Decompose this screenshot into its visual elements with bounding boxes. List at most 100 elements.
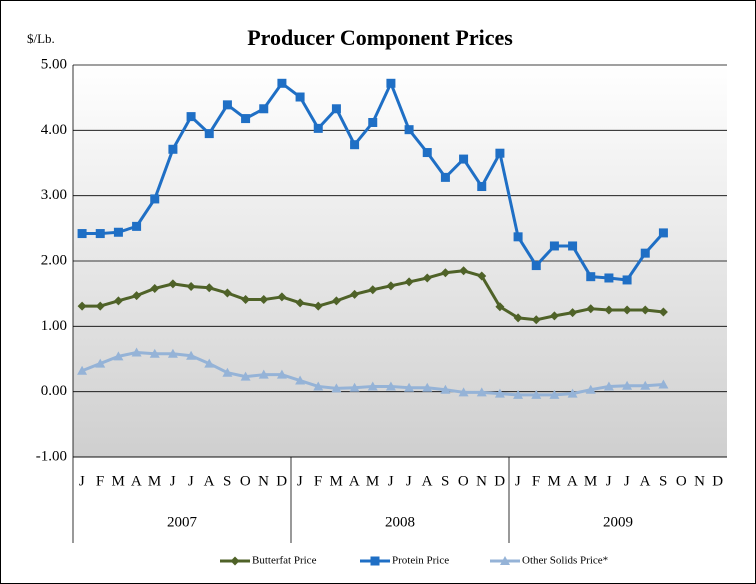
data-point (95, 358, 106, 368)
x-tick-label: F (532, 473, 541, 489)
legend-marker (230, 556, 240, 566)
data-point (350, 289, 360, 299)
x-tick-label: J (606, 473, 612, 489)
data-point (77, 229, 87, 239)
x-tick-label: M (547, 473, 561, 489)
data-point (568, 241, 578, 251)
data-point (513, 313, 523, 323)
legend-label: Other Solids Price* (522, 555, 608, 567)
data-point (277, 292, 287, 302)
chart-title: Producer Component Prices (247, 25, 513, 50)
data-point (477, 182, 487, 192)
data-point (222, 367, 233, 377)
x-tick-label: S (441, 473, 450, 489)
y-tick-label: 2.00 (41, 252, 67, 268)
data-point (204, 129, 214, 139)
x-tick-label: J (79, 473, 85, 489)
data-point (259, 295, 269, 305)
data-point (531, 261, 541, 271)
x-tick-label: J (515, 473, 521, 489)
x-tick-label: M (111, 473, 125, 489)
x-tick-label: A (640, 473, 651, 489)
data-point (222, 288, 232, 298)
data-point (331, 104, 341, 114)
y-axis-label: $/Lb. (27, 31, 55, 46)
data-point (277, 78, 287, 88)
data-point (422, 382, 433, 392)
data-point (295, 375, 306, 385)
x-tick-label: M (584, 473, 598, 489)
data-point (440, 384, 451, 394)
data-point (622, 305, 632, 315)
data-point (77, 365, 88, 375)
data-point (658, 379, 669, 389)
y-tick-label: 1.00 (41, 318, 67, 334)
data-point (350, 140, 360, 150)
legend-marker (370, 556, 380, 566)
y-tick-label: 3.00 (41, 187, 67, 203)
data-point (331, 383, 342, 393)
x-tick-label: N (258, 473, 269, 489)
data-point (531, 315, 541, 325)
x-tick-label: A (131, 473, 142, 489)
x-tick-label: S (223, 473, 232, 489)
data-point (222, 100, 232, 110)
x-tick-label: D (276, 473, 287, 489)
data-point (586, 304, 596, 314)
x-tick-label: M (329, 473, 343, 489)
data-point (149, 348, 160, 358)
y-tick-label: 0.00 (41, 383, 67, 399)
data-point (132, 221, 142, 231)
data-point (603, 381, 614, 391)
data-point (513, 389, 524, 399)
x-tick-label: A (204, 473, 215, 489)
data-point (459, 266, 469, 276)
data-point (95, 229, 105, 239)
data-point (131, 347, 142, 357)
data-point (440, 172, 450, 182)
data-point (658, 307, 668, 317)
data-point (113, 351, 124, 361)
x-tick-label: S (659, 473, 668, 489)
data-point (186, 281, 196, 291)
data-point (531, 389, 542, 399)
data-point (604, 273, 614, 283)
data-point (404, 125, 414, 135)
data-point (422, 273, 432, 283)
data-point (240, 371, 251, 381)
x-tick-label: D (712, 473, 723, 489)
year-label: 2009 (603, 514, 633, 530)
y-tick-label: 5.00 (41, 56, 67, 72)
x-tick-label: A (349, 473, 360, 489)
x-tick-label: F (314, 473, 323, 489)
data-point (331, 296, 341, 306)
data-point (495, 302, 505, 312)
y-tick-label: 4.00 (41, 122, 67, 138)
data-point (77, 301, 87, 311)
data-point (295, 92, 305, 102)
x-tick-label: J (170, 473, 176, 489)
data-point (477, 271, 487, 281)
data-point (494, 388, 505, 398)
data-point (368, 285, 378, 295)
data-point (422, 148, 432, 158)
data-point (604, 305, 614, 315)
data-point (386, 281, 396, 291)
x-tick-label: O (458, 473, 469, 489)
data-point (167, 348, 178, 358)
data-point (567, 388, 578, 398)
data-point (349, 382, 360, 392)
data-point (458, 387, 469, 397)
x-tick-label: A (422, 473, 433, 489)
data-point (549, 241, 559, 251)
data-point (640, 380, 651, 390)
x-tick-label: M (148, 473, 162, 489)
data-point (368, 117, 378, 127)
data-point (204, 358, 215, 368)
x-tick-label: N (476, 473, 487, 489)
data-point (622, 275, 632, 285)
data-point (132, 291, 142, 301)
x-tick-label: J (406, 473, 412, 489)
x-tick-label: N (694, 473, 705, 489)
data-point (640, 248, 650, 258)
